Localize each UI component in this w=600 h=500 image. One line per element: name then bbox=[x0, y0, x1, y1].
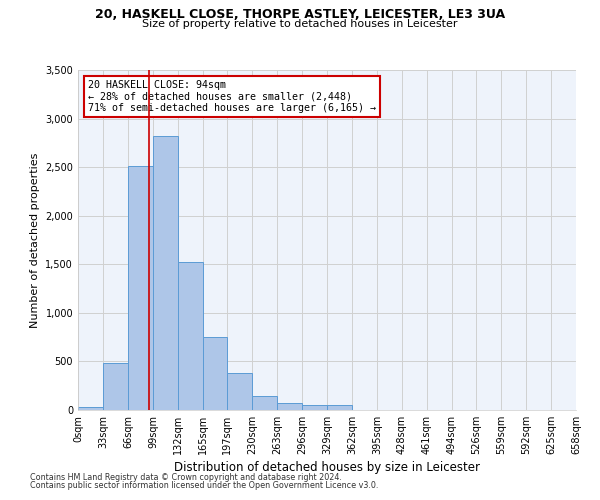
Text: Contains HM Land Registry data © Crown copyright and database right 2024.: Contains HM Land Registry data © Crown c… bbox=[30, 472, 342, 482]
Text: Contains public sector information licensed under the Open Government Licence v3: Contains public sector information licen… bbox=[30, 482, 379, 490]
Bar bbox=[327, 405, 352, 410]
Bar bbox=[78, 407, 103, 410]
X-axis label: Distribution of detached houses by size in Leicester: Distribution of detached houses by size … bbox=[174, 461, 480, 474]
Bar bbox=[153, 136, 178, 410]
Bar bbox=[178, 262, 203, 410]
Text: Size of property relative to detached houses in Leicester: Size of property relative to detached ho… bbox=[142, 19, 458, 29]
Y-axis label: Number of detached properties: Number of detached properties bbox=[30, 152, 40, 328]
Bar bbox=[203, 337, 227, 410]
Bar bbox=[128, 166, 153, 410]
Bar bbox=[252, 396, 277, 410]
Bar bbox=[277, 403, 302, 410]
Text: 20, HASKELL CLOSE, THORPE ASTLEY, LEICESTER, LE3 3UA: 20, HASKELL CLOSE, THORPE ASTLEY, LEICES… bbox=[95, 8, 505, 20]
Bar bbox=[227, 372, 252, 410]
Bar bbox=[103, 364, 128, 410]
Bar bbox=[302, 405, 327, 410]
Text: 20 HASKELL CLOSE: 94sqm
← 28% of detached houses are smaller (2,448)
71% of semi: 20 HASKELL CLOSE: 94sqm ← 28% of detache… bbox=[88, 80, 376, 114]
